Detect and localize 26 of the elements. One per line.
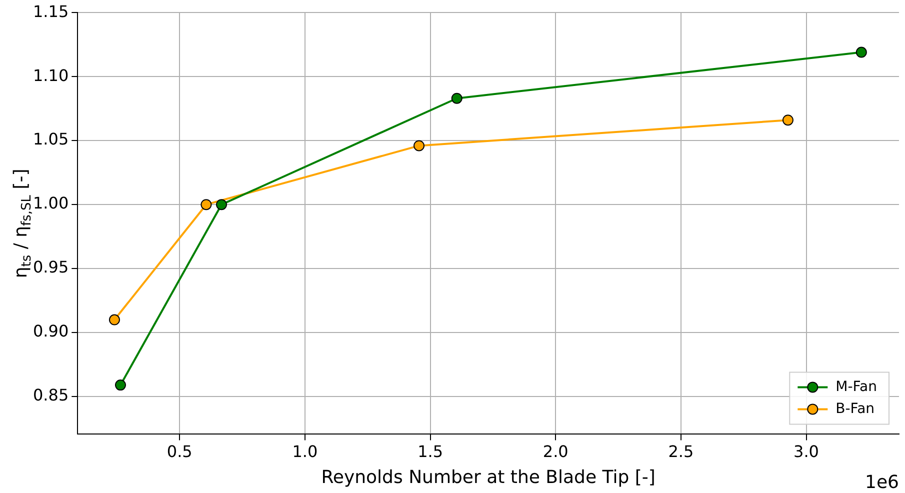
y-tick-label: 1.10 xyxy=(33,66,69,85)
point xyxy=(200,199,212,210)
text: 1e6 xyxy=(865,472,899,493)
y-tick-label: 1.05 xyxy=(33,130,69,149)
y-tick-label: 0.95 xyxy=(33,258,69,277)
legend-label: M-Fan xyxy=(836,378,878,395)
x-axis-title: Reynolds Number at the Blade Tip [-] xyxy=(321,466,656,488)
y-tick-label: 0.85 xyxy=(33,386,69,405)
y-tick-label: 1.00 xyxy=(33,194,69,213)
x-tick-label: 2.0 xyxy=(542,442,568,461)
x-tick-label: 2.5 xyxy=(668,442,694,461)
y-tick-label: 1.15 xyxy=(33,2,69,21)
legend-label: B-Fan xyxy=(836,400,875,417)
point xyxy=(108,314,120,326)
point xyxy=(782,114,794,126)
x-tick-label: 3.0 xyxy=(794,442,819,461)
y-axis-title: ηts / ηfs,SL [-] xyxy=(10,168,34,278)
point xyxy=(114,380,126,391)
y-tick-label: 0.90 xyxy=(33,322,69,341)
x-tick-label: 1.0 xyxy=(292,442,318,461)
point xyxy=(451,92,462,104)
point xyxy=(414,140,425,152)
x-tick-label: 0.5 xyxy=(166,442,192,461)
x-tick-label: 1.5 xyxy=(418,442,444,461)
point xyxy=(216,199,227,210)
point xyxy=(856,46,867,58)
